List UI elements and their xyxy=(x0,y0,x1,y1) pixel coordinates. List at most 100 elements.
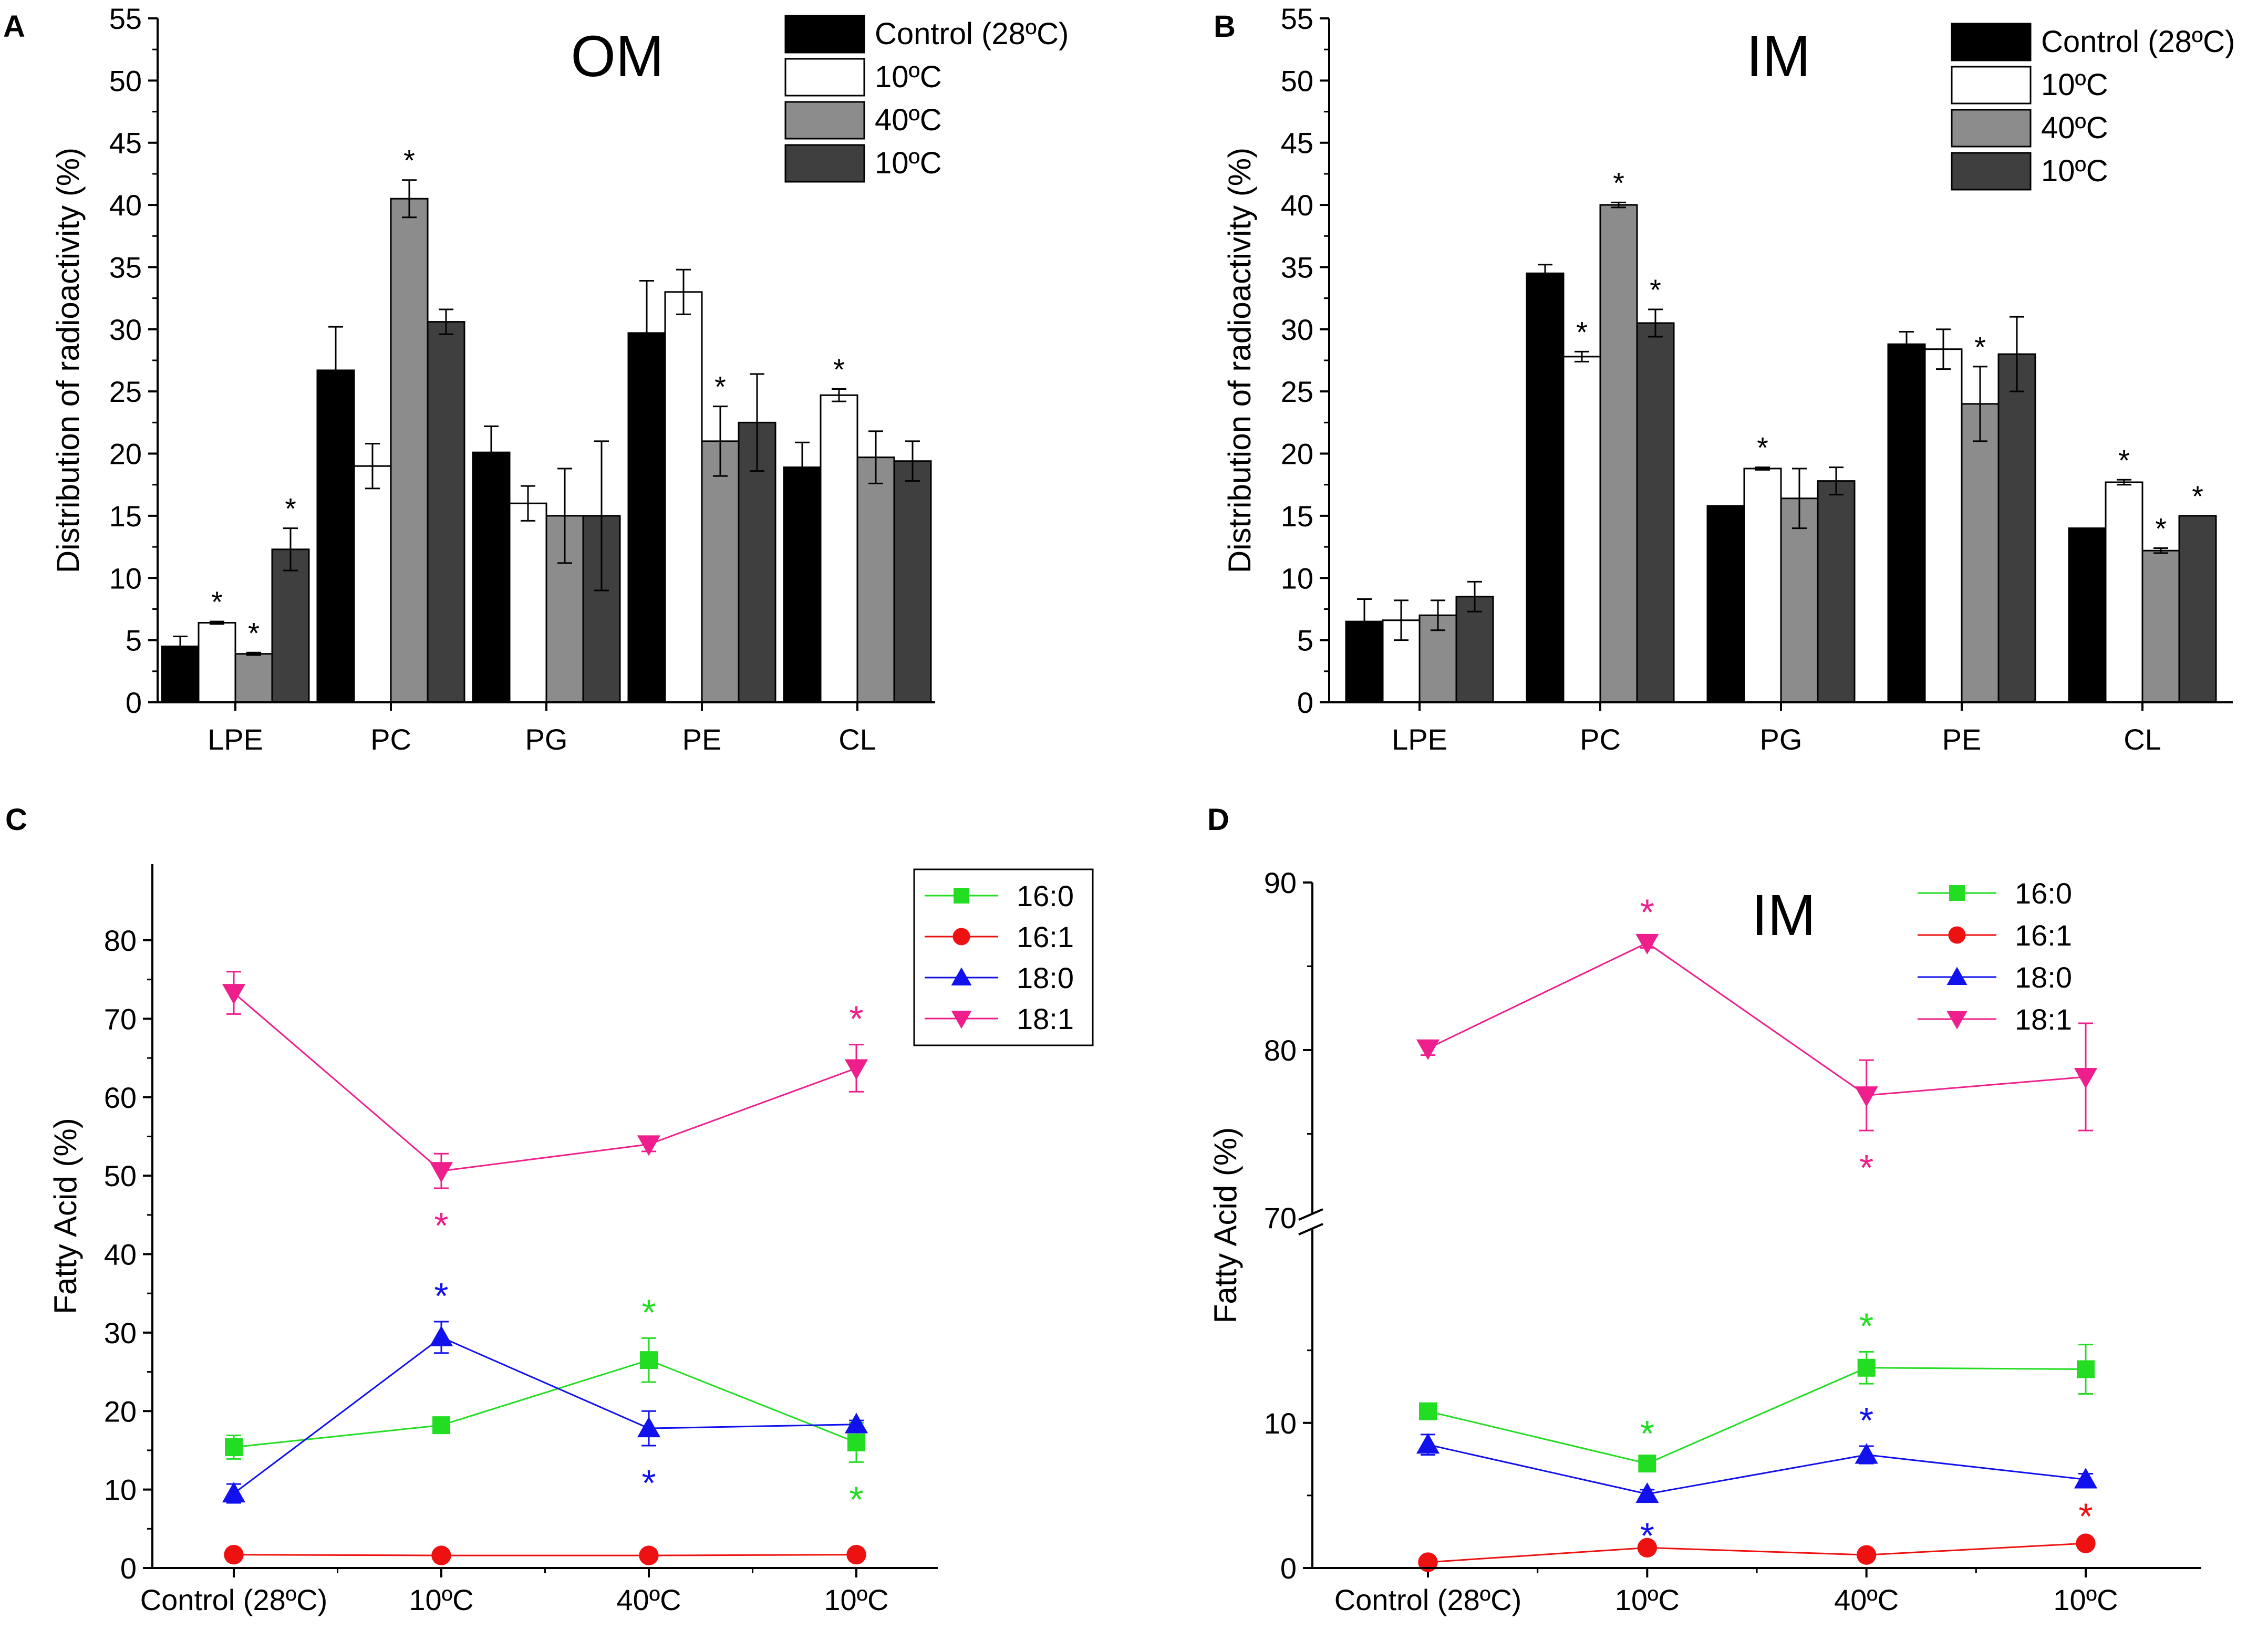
data-point xyxy=(1948,926,1966,944)
y-tick-label: 5 xyxy=(126,624,142,657)
y-tick-label: 40 xyxy=(104,1238,137,1271)
legend-label: 10ºC xyxy=(2041,154,2108,188)
bar xyxy=(1526,272,1565,703)
y-tick-label: 0 xyxy=(120,1552,137,1585)
y-tick-label: 50 xyxy=(109,64,142,97)
y-axis-label: Distribution of radioactivity (%) xyxy=(50,148,86,573)
series-line xyxy=(233,1359,857,1448)
y-tick-label: 90 xyxy=(1264,866,1297,899)
data-point xyxy=(1856,1545,1877,1565)
significance-marker: * xyxy=(2118,443,2130,476)
legend-label: 10ºC xyxy=(875,60,942,94)
bar xyxy=(1817,480,1856,703)
y-tick-label: 50 xyxy=(1281,64,1313,97)
legend-label: Control (28ºC) xyxy=(875,17,1069,51)
data-point xyxy=(1946,1011,1967,1030)
y-tick-label: 25 xyxy=(1281,375,1313,408)
significance-marker: * xyxy=(1757,431,1768,464)
y-tick-label: 35 xyxy=(109,251,142,284)
data-point xyxy=(222,1481,246,1503)
bar xyxy=(1455,596,1494,703)
y-tick-label: 20 xyxy=(109,438,142,471)
bar xyxy=(1599,204,1638,703)
legend-swatch xyxy=(1951,109,2032,148)
bar xyxy=(1562,356,1601,703)
legend-swatch xyxy=(1951,66,2032,105)
y-tick-label: 80 xyxy=(1264,1034,1297,1067)
significance-marker: * xyxy=(1974,330,1986,364)
significance-marker: * xyxy=(2155,512,2167,545)
y-axis-label: Fatty Acid (%) xyxy=(48,1118,83,1314)
y-tick-label: 10 xyxy=(1264,1407,1297,1440)
data-point xyxy=(637,1417,661,1438)
y-tick-label: 30 xyxy=(109,313,142,346)
legend-label: 16:1 xyxy=(1017,920,1074,953)
data-point xyxy=(637,1135,661,1156)
bar xyxy=(271,548,310,703)
significance-marker: * xyxy=(1859,1305,1873,1346)
axis-break-mark xyxy=(1298,1208,1323,1221)
x-tick-label: PG xyxy=(1760,723,1803,756)
bar xyxy=(2068,527,2107,703)
x-tick-label: CL xyxy=(838,723,876,756)
x-tick-label: LPE xyxy=(208,723,263,756)
legend-label: 16:0 xyxy=(2015,877,2072,910)
significance-marker: * xyxy=(714,370,726,403)
bar xyxy=(1706,505,1745,703)
data-point xyxy=(1637,1538,1658,1558)
bar xyxy=(893,460,932,703)
data-point xyxy=(844,1413,868,1434)
legend-label: 18:0 xyxy=(2015,961,2072,994)
legend-swatch xyxy=(784,101,865,140)
bar xyxy=(390,198,429,703)
y-axis-label: Fatty Acid (%) xyxy=(1208,1127,1243,1323)
y-tick-label: 10 xyxy=(104,1473,137,1507)
y-tick-label: 55 xyxy=(109,2,142,35)
significance-marker: * xyxy=(1859,1147,1873,1188)
bar xyxy=(1887,343,1926,703)
significance-marker: * xyxy=(1650,273,1661,306)
bar xyxy=(1997,353,2036,703)
x-tick-label: 40ºC xyxy=(616,1583,681,1616)
data-point xyxy=(429,1162,453,1183)
x-tick-label: CL xyxy=(2124,723,2161,756)
y-tick-label: 45 xyxy=(1281,127,1313,160)
series-line xyxy=(1427,942,2086,1096)
significance-marker: * xyxy=(434,1275,448,1316)
bar xyxy=(234,653,273,703)
y-tick-label: 20 xyxy=(104,1395,137,1428)
panel-a-bar-chart: 0 5 10 15 20 25 30 35 40 45 50 55 Distribution of ra… xyxy=(50,2,1069,756)
y-tick-label: 55 xyxy=(1281,2,1313,35)
significance-marker: * xyxy=(1576,315,1588,348)
y-tick-label: 30 xyxy=(1281,313,1313,346)
y-tick-label: 15 xyxy=(109,500,142,533)
series-line xyxy=(233,992,857,1172)
bar xyxy=(198,621,236,703)
series-line xyxy=(233,1336,857,1494)
legend-label: Control (28ºC) xyxy=(2041,25,2235,59)
bar xyxy=(2141,549,2180,703)
significance-marker: * xyxy=(833,352,845,386)
panel-letter-d: D xyxy=(1207,803,1229,837)
y-tick-label: 45 xyxy=(109,127,142,160)
data-point xyxy=(2074,1468,2098,1489)
data-point xyxy=(1855,1086,1878,1107)
y-tick-label: 0 xyxy=(126,686,142,719)
data-point xyxy=(639,1545,659,1565)
legend-label: 16:0 xyxy=(1017,879,1074,912)
data-point xyxy=(847,1434,865,1451)
data-point xyxy=(1419,1402,1437,1420)
panel-d-line-chart: 0 10 70 80 90 Fatty Acid (%) Control (28ºC) 10º… xyxy=(1208,866,2201,1616)
data-point xyxy=(1418,1552,1438,1572)
bar xyxy=(701,440,740,703)
data-point xyxy=(846,1544,866,1565)
bar xyxy=(509,502,547,703)
panel-letter-a: A xyxy=(3,9,25,44)
legend-swatch xyxy=(1951,23,2032,61)
x-tick-label: PE xyxy=(1942,723,1982,756)
data-point xyxy=(2076,1533,2096,1553)
legend-frame xyxy=(913,868,1094,1046)
data-point xyxy=(1949,885,1965,901)
x-tick-label: 10ºC xyxy=(1615,1583,1680,1616)
bar xyxy=(1961,403,2000,703)
